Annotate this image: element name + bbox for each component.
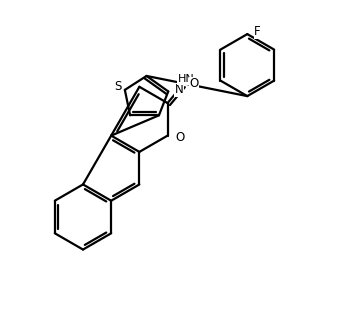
Text: O: O	[189, 77, 199, 90]
Text: O: O	[175, 131, 184, 144]
Text: S: S	[114, 80, 122, 93]
Text: F: F	[254, 25, 261, 38]
Text: N: N	[175, 83, 183, 96]
Text: HN: HN	[178, 74, 194, 84]
